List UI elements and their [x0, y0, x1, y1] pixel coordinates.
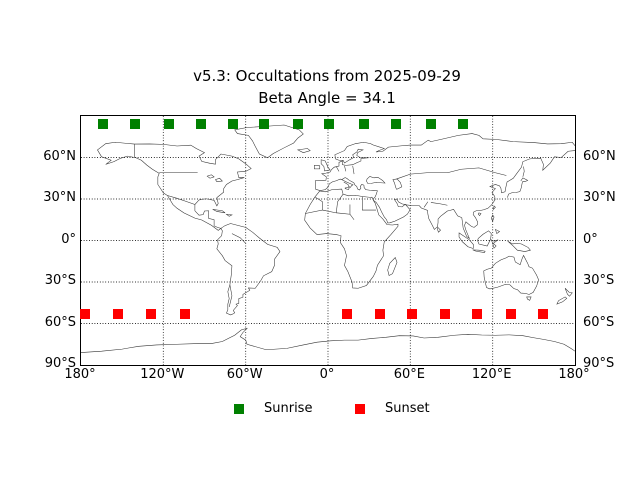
sunrise-marker — [97, 119, 108, 130]
sunrise-marker — [323, 119, 334, 130]
gridlines — [81, 116, 575, 365]
y-tick-label-left: 30°S — [44, 273, 76, 288]
sunrise-legend-label: Sunrise — [264, 401, 313, 416]
title-line-2: Beta Angle = 34.1 — [258, 89, 396, 107]
y-tick-label-right: 0° — [583, 231, 598, 247]
y-tick-label-left: 0° — [61, 231, 76, 247]
sunrise-marker — [358, 119, 369, 130]
sunset-legend-label: Sunset — [385, 401, 430, 416]
sunset-marker — [471, 308, 482, 319]
y-tick-label-right: 30°N — [583, 190, 616, 205]
y-tick-label-right: 30°S — [583, 273, 615, 288]
sunrise-marker — [196, 119, 207, 130]
sunrise-marker — [259, 119, 270, 130]
sunrise-marker — [129, 119, 140, 130]
sunset-marker — [80, 308, 91, 319]
map-plot-area — [80, 115, 576, 366]
x-tick-label: 120°E — [471, 367, 512, 382]
sunset-marker — [180, 308, 191, 319]
sunset-marker — [342, 308, 353, 319]
title-line-1: v5.3: Occultations from 2025-09-29 — [193, 67, 461, 85]
sunset-marker — [406, 308, 417, 319]
sunset-marker — [113, 308, 124, 319]
y-tick-label-left: 30°N — [43, 190, 76, 205]
sunrise-marker — [292, 119, 303, 130]
x-tick-label: 0° — [319, 367, 335, 382]
y-tick-label-left: 90°S — [44, 356, 76, 371]
sunset-marker — [440, 308, 451, 319]
x-tick-label: 60°W — [226, 367, 263, 382]
sunrise-marker — [228, 119, 239, 130]
x-tick-label: 120°W — [140, 367, 185, 382]
y-tick-label-left: 60°S — [44, 314, 76, 330]
sunrise-legend-swatch — [234, 404, 244, 414]
sunrise-marker — [390, 119, 401, 130]
x-tick-label: 180° — [64, 367, 96, 382]
sunrise-marker — [458, 119, 469, 130]
x-tick-label: 60°E — [393, 367, 425, 382]
sunset-marker — [375, 308, 386, 319]
sunrise-marker — [163, 119, 174, 130]
y-tick-label-left: 60°N — [43, 148, 76, 164]
sunset-marker — [506, 308, 517, 319]
y-tick-label-right: 90°S — [583, 356, 615, 371]
y-tick-label-right: 60°S — [583, 314, 615, 330]
sunrise-marker — [425, 119, 436, 130]
sunset-marker — [145, 308, 156, 319]
sunset-marker — [538, 308, 549, 319]
sunset-legend-swatch — [355, 404, 365, 414]
x-tick-label: 180° — [558, 367, 590, 382]
y-tick-label-right: 60°N — [583, 148, 616, 164]
world-map — [81, 116, 575, 365]
coastlines — [81, 125, 575, 353]
